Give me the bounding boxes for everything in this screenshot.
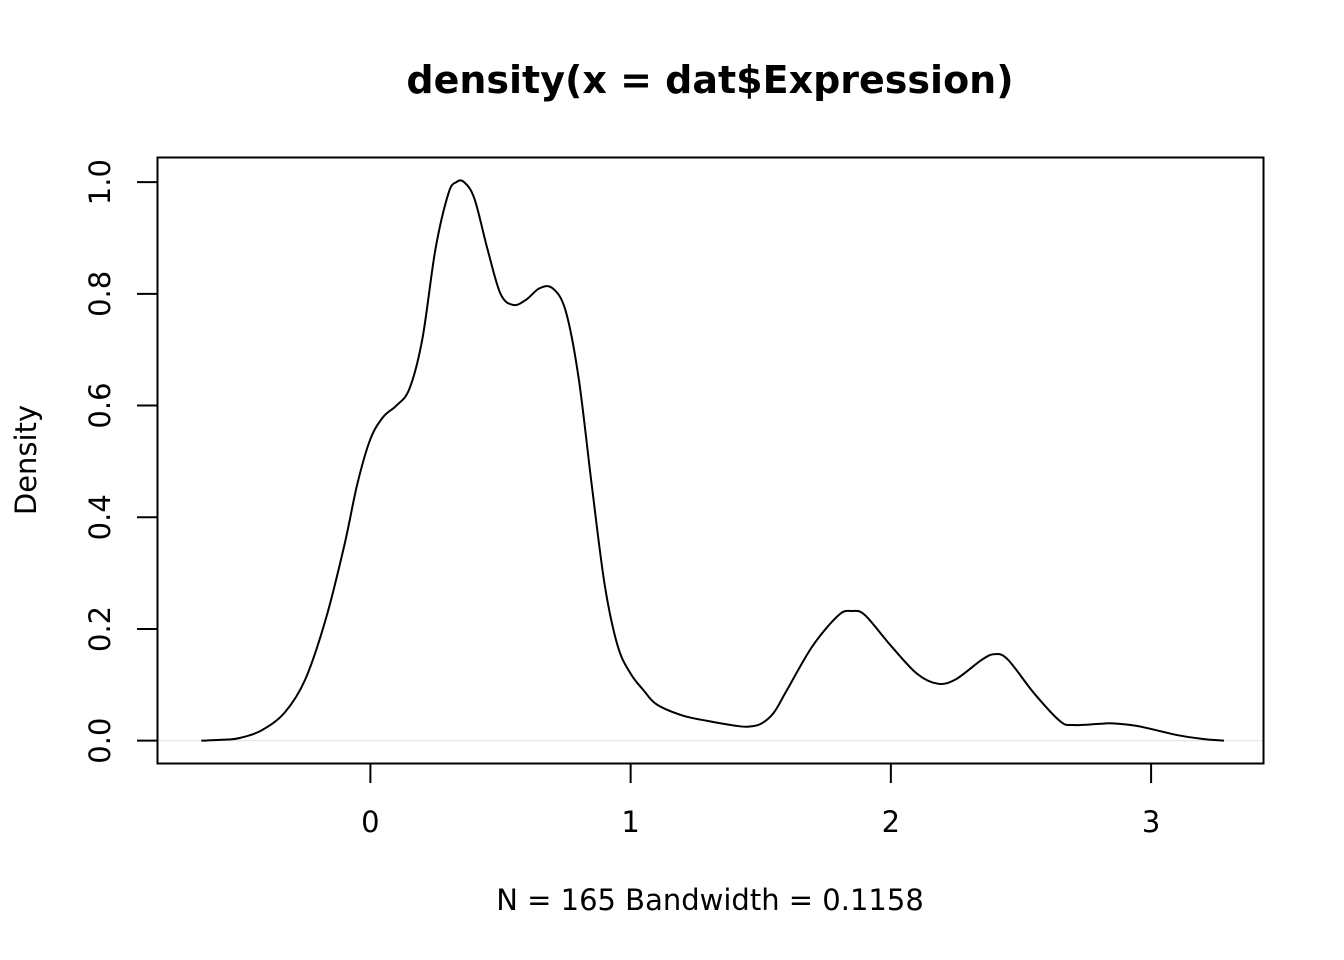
plot-frame [156,156,1265,765]
y-tick-label: 1.0 [83,159,117,205]
chart-title: density(x = dat$Expression) [406,58,1013,102]
y-axis-label: Density [9,405,43,515]
x-tick-label: 2 [882,805,900,839]
y-tick-label: 0.8 [83,271,117,317]
y-axis: 0.0 0.2 0.4 0.6 0.8 1.0 [83,159,157,764]
x-tick-label: 3 [1142,805,1160,839]
x-axis-label: N = 165 Bandwidth = 0.1158 [496,883,924,917]
x-tick-label: 0 [361,805,379,839]
x-tick-label: 1 [621,805,639,839]
x-axis: 0 1 2 3 [361,763,1160,839]
y-tick-label: 0.6 [83,382,117,428]
y-tick-label: 0.4 [83,494,117,540]
y-tick-label: 0.0 [83,718,117,764]
plot-area [157,179,1263,742]
y-tick-label: 0.2 [83,606,117,652]
density-curve [201,179,1225,742]
